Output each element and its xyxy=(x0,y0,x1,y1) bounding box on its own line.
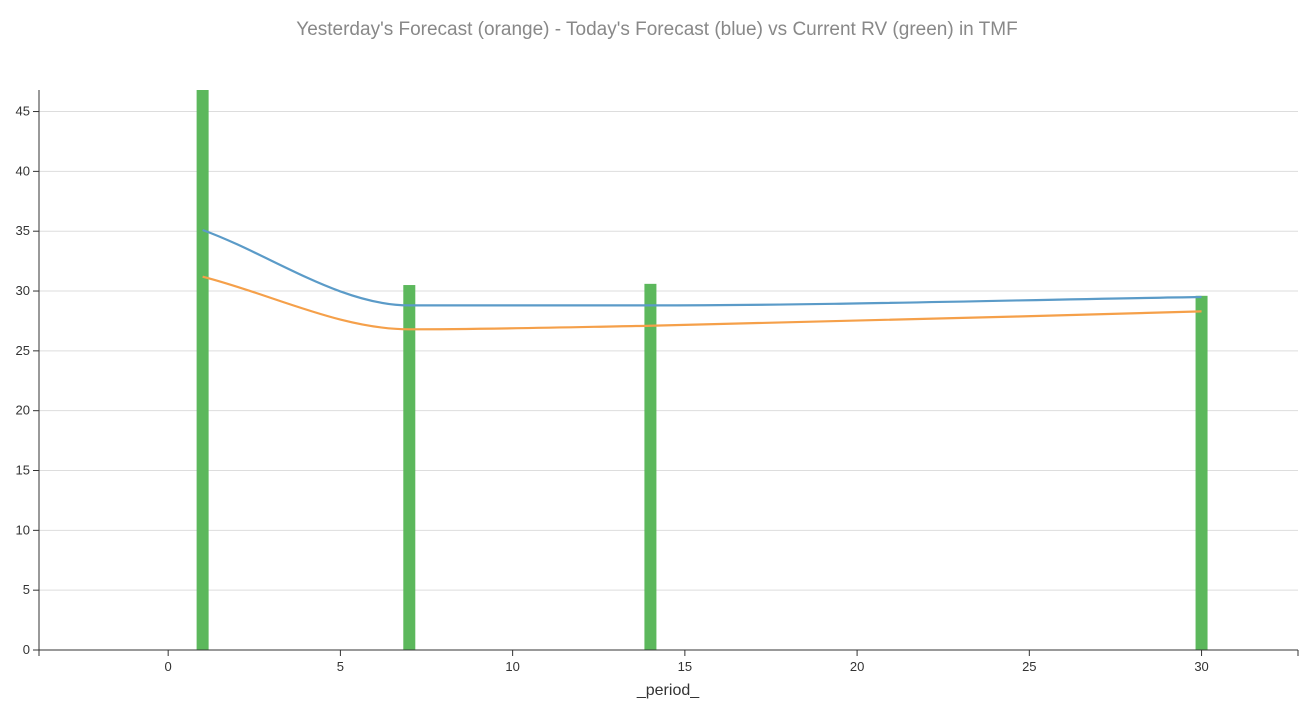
rv-bar xyxy=(403,285,416,650)
y-tick-label: 35 xyxy=(16,223,30,238)
x-tick-label: 20 xyxy=(850,659,864,674)
y-tick-label: 0 xyxy=(23,642,30,657)
x-tick-label: 15 xyxy=(678,659,692,674)
bars xyxy=(196,90,1208,650)
y-tick-label: 10 xyxy=(16,522,30,537)
x-tick-label: 5 xyxy=(337,659,344,674)
rv-bar xyxy=(644,283,657,650)
lines xyxy=(202,228,1202,331)
rv-bar xyxy=(196,90,209,650)
y-tick-label: 40 xyxy=(16,163,30,178)
x-axis-label: _period_ xyxy=(636,682,700,699)
rv-bar xyxy=(1195,295,1208,650)
axes: 0 5 10 15 20 25 30 35 40 45 0 5 10 15 20 25 30 xyxy=(16,90,1299,674)
y-tick-label: 25 xyxy=(16,343,30,358)
x-tick-label: 30 xyxy=(1194,659,1208,674)
y-tick-label: 45 xyxy=(16,104,30,119)
x-tick-label: 0 xyxy=(165,659,172,674)
x-tick-label: 25 xyxy=(1022,659,1036,674)
chart-title: Yesterday's Forecast (orange) - Today's … xyxy=(296,19,1017,40)
y-tick-label: 20 xyxy=(16,403,30,418)
y-tick-label: 15 xyxy=(16,463,30,478)
y-tick-label: 5 xyxy=(23,582,30,597)
grid xyxy=(39,111,1298,591)
x-tick-label: 10 xyxy=(505,659,519,674)
forecast-line xyxy=(202,275,1202,331)
forecast-line xyxy=(202,228,1202,307)
y-tick-label: 30 xyxy=(16,283,30,298)
